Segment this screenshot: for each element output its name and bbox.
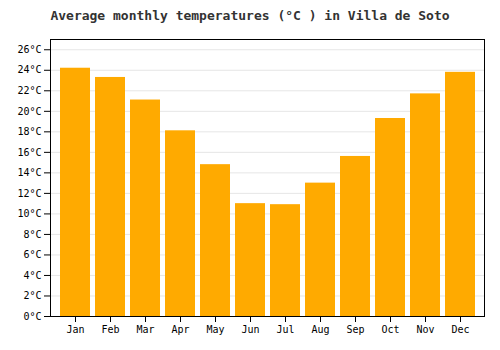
svg-text:12°C: 12°C bbox=[17, 188, 41, 199]
svg-text:18°C: 18°C bbox=[17, 126, 41, 137]
svg-text:16°C: 16°C bbox=[17, 147, 41, 158]
svg-text:Nov: Nov bbox=[416, 324, 434, 335]
svg-text:8°C: 8°C bbox=[23, 229, 41, 240]
svg-text:Apr: Apr bbox=[171, 324, 189, 335]
svg-text:14°C: 14°C bbox=[17, 167, 41, 178]
svg-text:May: May bbox=[206, 324, 224, 335]
svg-text:Aug: Aug bbox=[311, 324, 329, 335]
svg-text:Jun: Jun bbox=[241, 324, 259, 335]
html-text:Average monthly temperatures (: Average monthly temperatures (°C ) in Vi… bbox=[50, 8, 450, 23]
svg-text:Feb: Feb bbox=[101, 324, 119, 335]
svg-text:Dec: Dec bbox=[451, 324, 469, 335]
svg-text:26°C: 26°C bbox=[17, 44, 41, 55]
svg-text:24°C: 24°C bbox=[17, 64, 41, 75]
svg-text:Sep: Sep bbox=[346, 324, 364, 335]
svg-text:Oct: Oct bbox=[381, 324, 399, 335]
svg-text:Jul: Jul bbox=[276, 324, 294, 335]
svg-text:20°C: 20°C bbox=[17, 106, 41, 117]
svg-text:Jan: Jan bbox=[66, 324, 84, 335]
svg-text:2°C: 2°C bbox=[23, 290, 41, 301]
svg-text:22°C: 22°C bbox=[17, 85, 41, 96]
svg-text:10°C: 10°C bbox=[17, 208, 41, 219]
svg-text:6°C: 6°C bbox=[23, 249, 41, 260]
svg-text:4°C: 4°C bbox=[23, 270, 41, 281]
svg-text:0°C: 0°C bbox=[23, 311, 41, 322]
svg-text:Mar: Mar bbox=[136, 324, 154, 335]
